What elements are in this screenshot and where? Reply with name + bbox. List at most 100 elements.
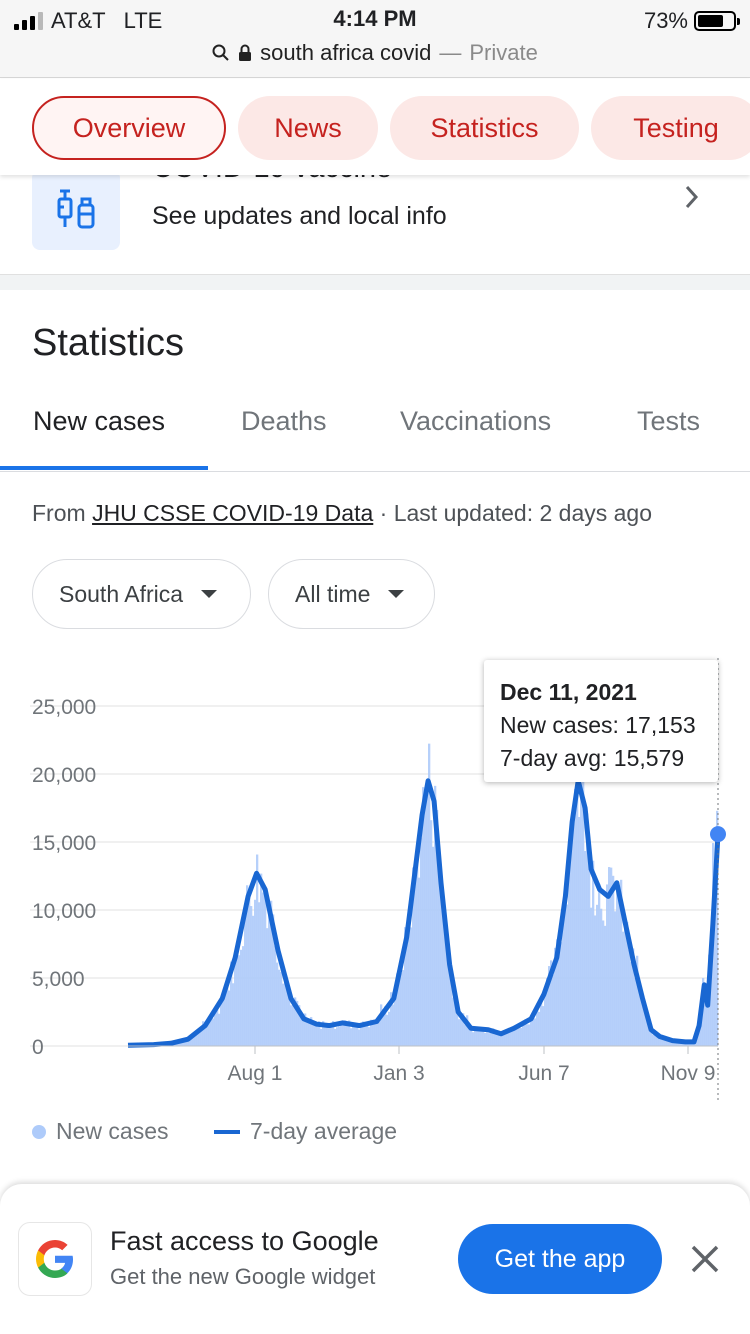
case-bar <box>280 972 283 1046</box>
case-bar <box>370 1019 373 1046</box>
case-bar <box>422 787 425 1046</box>
case-bar <box>556 939 559 1046</box>
case-bar <box>252 915 255 1046</box>
case-bar <box>402 970 405 1046</box>
chip-news[interactable]: News <box>238 96 378 160</box>
case-bar <box>196 1034 199 1046</box>
case-bar <box>428 743 431 1046</box>
chip-statistics[interactable]: Statistics <box>390 96 579 160</box>
case-bar <box>226 984 229 1046</box>
avg-line <box>127 778 721 1048</box>
case-bar <box>484 1032 487 1046</box>
y-tick-label: 20,000 <box>32 764 96 787</box>
case-bar <box>534 1018 537 1046</box>
case-bar <box>434 785 437 1046</box>
case-bar <box>334 1028 337 1046</box>
case-bar <box>574 788 577 1046</box>
case-bar <box>584 851 587 1046</box>
source-prefix: From <box>32 500 86 526</box>
case-bar <box>508 1027 511 1046</box>
case-bar <box>594 915 597 1046</box>
case-bar <box>560 942 563 1046</box>
case-bar <box>330 1027 333 1046</box>
case-bar <box>608 867 611 1046</box>
case-bar <box>636 955 639 1046</box>
case-bar <box>660 1037 663 1046</box>
status-bar: AT&T LTE 4:14 PM 73% south africa covid … <box>0 0 750 78</box>
period-value: All time <box>295 580 371 607</box>
case-bar <box>246 885 249 1046</box>
case-bar <box>650 1029 653 1046</box>
case-bar <box>478 1027 481 1046</box>
case-bar <box>404 927 407 1046</box>
tab-vaccinations[interactable]: Vaccinations <box>400 406 552 436</box>
case-bar <box>446 938 449 1046</box>
case-bar <box>360 1025 363 1046</box>
url-bar[interactable]: south africa covid — Private <box>0 40 750 66</box>
case-bar <box>538 1011 541 1046</box>
y-tick-label: 25,000 <box>32 696 96 719</box>
chip-testing[interactable]: Testing <box>591 96 750 160</box>
case-bar <box>284 977 287 1046</box>
battery-group: 73% <box>644 8 740 34</box>
case-bar <box>640 999 643 1046</box>
period-dropdown[interactable]: All time <box>268 559 435 629</box>
chart-tooltip: Dec 11, 2021 New cases: 17,153 7-day avg… <box>484 660 718 782</box>
case-bar <box>368 1027 371 1046</box>
statistics-heading: Statistics <box>32 322 185 364</box>
case-bar <box>258 902 261 1046</box>
tab-tests[interactable]: Tests <box>637 406 701 436</box>
case-bar <box>318 1021 321 1046</box>
case-bar <box>576 770 579 1046</box>
case-bar <box>596 904 599 1046</box>
case-bar <box>350 1028 353 1046</box>
tooltip-date: Dec 11, 2021 <box>500 679 637 705</box>
case-bar <box>212 1018 215 1046</box>
region-dropdown[interactable]: South Africa <box>32 559 251 629</box>
get-app-button[interactable]: Get the app <box>458 1224 662 1294</box>
hover-point <box>710 826 726 843</box>
case-bar <box>250 906 253 1046</box>
case-bar <box>518 1025 521 1046</box>
case-bar <box>198 1029 201 1046</box>
url-separator: — <box>439 40 462 65</box>
case-bar <box>644 1009 647 1046</box>
tab-new-cases[interactable]: New cases <box>33 406 166 436</box>
case-bar <box>410 927 413 1046</box>
case-bar <box>454 996 457 1046</box>
chip-overview[interactable]: Overview <box>32 96 226 160</box>
case-bar <box>186 1039 189 1046</box>
case-bar <box>322 1021 325 1046</box>
case-bar <box>386 1014 389 1046</box>
case-bar <box>248 897 251 1046</box>
vaccine-card[interactable]: COVID-19 vaccine See updates and local i… <box>0 160 750 274</box>
case-bar <box>304 1013 307 1046</box>
case-bar <box>470 1027 473 1046</box>
case-bar <box>366 1025 369 1046</box>
case-bar <box>376 1019 379 1046</box>
close-icon[interactable] <box>688 1242 722 1276</box>
case-bar <box>374 1023 377 1046</box>
tooltip-new-cases: New cases: 17,153 <box>500 712 696 738</box>
case-bar <box>648 1022 651 1046</box>
case-bar <box>244 913 247 1046</box>
case-bar <box>324 1023 327 1046</box>
case-bar <box>430 820 433 1046</box>
case-bar <box>458 1019 461 1046</box>
dropdown-arrow-icon <box>201 590 218 598</box>
case-bar <box>514 1025 517 1046</box>
case-bar <box>500 1035 503 1046</box>
case-bar <box>512 1029 515 1046</box>
tab-deaths[interactable]: Deaths <box>241 406 327 436</box>
case-bar <box>566 904 569 1046</box>
case-bar <box>472 1032 475 1046</box>
case-bar <box>620 879 623 1046</box>
case-bar <box>298 1005 301 1046</box>
case-bar <box>504 1033 507 1046</box>
source-link[interactable]: JHU CSSE COVID-19 Data <box>92 500 374 526</box>
case-bar <box>394 997 397 1046</box>
case-bar <box>568 862 571 1046</box>
cases-chart[interactable]: 25,000 20,000 15,000 10,000 5,000 0 Aug 1 Jan 3… <box>0 650 750 1110</box>
case-bar <box>672 1041 675 1046</box>
case-bar <box>586 813 589 1046</box>
